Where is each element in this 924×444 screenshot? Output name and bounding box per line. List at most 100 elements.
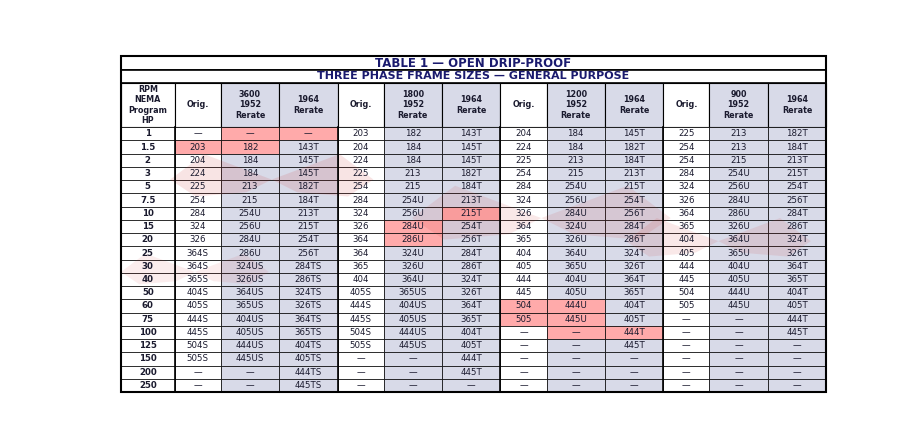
Bar: [663, 326, 710, 339]
Text: 365TS: 365TS: [295, 328, 322, 337]
Bar: [663, 260, 710, 273]
Text: —: —: [571, 341, 580, 350]
Text: 1.5: 1.5: [140, 143, 155, 151]
Text: 215: 215: [567, 169, 584, 178]
Text: 444T: 444T: [624, 328, 645, 337]
Text: 1200
1952
Rerate: 1200 1952 Rerate: [561, 90, 591, 120]
Bar: [221, 379, 279, 392]
Bar: [442, 180, 501, 194]
Text: —: —: [357, 354, 365, 364]
Text: —: —: [735, 328, 743, 337]
Text: 225: 225: [352, 169, 369, 178]
Text: 405: 405: [678, 249, 695, 258]
Text: 404U: 404U: [727, 262, 750, 271]
Text: —: —: [357, 381, 365, 390]
Bar: [501, 233, 546, 246]
Bar: [121, 286, 175, 299]
Text: 224: 224: [516, 143, 531, 151]
Bar: [279, 233, 337, 246]
Bar: [710, 140, 768, 154]
Bar: [663, 273, 710, 286]
Text: 445S: 445S: [349, 315, 371, 324]
Text: 256T: 256T: [624, 209, 645, 218]
Bar: [546, 127, 605, 140]
Text: 213: 213: [567, 156, 584, 165]
Bar: [442, 260, 501, 273]
Text: 254U: 254U: [727, 169, 750, 178]
Text: 3600
1952
Rerate: 3600 1952 Rerate: [235, 90, 265, 120]
Bar: [383, 206, 442, 220]
Bar: [121, 140, 175, 154]
Bar: [383, 154, 442, 167]
Text: 213: 213: [730, 129, 747, 139]
Bar: [279, 299, 337, 313]
Text: —: —: [246, 381, 254, 390]
Bar: [337, 206, 383, 220]
Text: THREE PHASE FRAME SIZES — GENERAL PURPOSE: THREE PHASE FRAME SIZES — GENERAL PURPOS…: [318, 71, 629, 81]
Bar: [121, 273, 175, 286]
Bar: [279, 180, 337, 194]
Bar: [501, 206, 546, 220]
Text: 404: 404: [516, 249, 531, 258]
Text: 145T: 145T: [298, 156, 319, 165]
Text: 25: 25: [142, 249, 153, 258]
Text: 143T: 143T: [298, 143, 319, 151]
Bar: [605, 273, 663, 286]
Text: —: —: [630, 354, 638, 364]
Text: 900
1952
Rerate: 900 1952 Rerate: [723, 90, 754, 120]
Bar: [710, 180, 768, 194]
Text: 213T: 213T: [786, 156, 808, 165]
Text: 324US: 324US: [236, 262, 264, 271]
Bar: [175, 233, 221, 246]
Text: 405US: 405US: [236, 328, 264, 337]
Bar: [221, 273, 279, 286]
Text: 404US: 404US: [398, 301, 427, 310]
Text: 182T: 182T: [624, 143, 645, 151]
Text: —: —: [357, 368, 365, 377]
Bar: [279, 220, 337, 233]
Text: 184T: 184T: [786, 143, 808, 151]
Bar: [279, 206, 337, 220]
Bar: [663, 299, 710, 313]
Text: 184: 184: [405, 143, 421, 151]
Bar: [279, 286, 337, 299]
Text: 364: 364: [678, 209, 695, 218]
Text: 444T: 444T: [460, 354, 482, 364]
Bar: [546, 83, 605, 127]
Bar: [710, 154, 768, 167]
Text: 60: 60: [142, 301, 153, 310]
Text: 364T: 364T: [460, 301, 482, 310]
Text: 365T: 365T: [460, 315, 482, 324]
Text: 254: 254: [189, 195, 206, 205]
Bar: [442, 206, 501, 220]
Bar: [175, 246, 221, 260]
Text: 254T: 254T: [624, 195, 645, 205]
Bar: [337, 273, 383, 286]
Text: 284U: 284U: [565, 209, 587, 218]
Bar: [710, 299, 768, 313]
Text: 204: 204: [516, 129, 531, 139]
Text: 284: 284: [352, 195, 369, 205]
Bar: [442, 246, 501, 260]
Text: Orig.: Orig.: [675, 100, 698, 109]
Text: 213: 213: [730, 143, 747, 151]
Text: —: —: [793, 354, 801, 364]
Bar: [279, 246, 337, 260]
Bar: [710, 167, 768, 180]
Bar: [279, 365, 337, 379]
Bar: [501, 286, 546, 299]
Text: 184T: 184T: [460, 182, 482, 191]
Text: 504S: 504S: [349, 328, 371, 337]
Text: 15: 15: [142, 222, 153, 231]
Text: 284U: 284U: [238, 235, 261, 244]
Bar: [337, 83, 383, 127]
Bar: [546, 220, 605, 233]
Bar: [501, 246, 546, 260]
Text: 50: 50: [142, 288, 153, 297]
Bar: [501, 313, 546, 326]
Text: 150: 150: [139, 354, 157, 364]
Polygon shape: [121, 254, 195, 284]
Bar: [221, 154, 279, 167]
Text: 286T: 286T: [786, 222, 808, 231]
Bar: [175, 206, 221, 220]
